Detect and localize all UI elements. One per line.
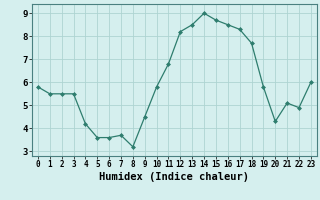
X-axis label: Humidex (Indice chaleur): Humidex (Indice chaleur): [100, 172, 249, 182]
